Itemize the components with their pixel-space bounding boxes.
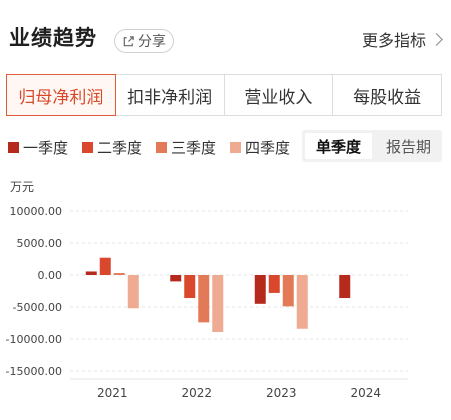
legend-item-q2: 二季度 [82,137,142,158]
legend-swatch [82,142,94,153]
share-label: 分享 [138,34,166,50]
chart-legend: 一季度 二季度 三季度 四季度 [8,137,290,158]
legend-label: 一季度 [23,139,69,157]
legend-swatch [156,142,168,153]
bar [127,275,139,309]
y-tick-label: -10000.00 [6,333,62,346]
more-indicators-link[interactable]: 更多指标 [361,27,443,51]
bar [296,275,308,329]
y-tick-label: 5000.00 [17,237,63,250]
legend-swatch [8,142,19,153]
bar [282,275,294,307]
period-toggle: 单季度 报告期 [302,130,442,162]
legend-label: 四季度 [245,139,291,157]
bar [85,271,97,275]
x-tick-label: 2021 [97,386,128,400]
y-axis-unit: 万元 [10,180,35,194]
bar [268,275,280,293]
y-tick-label: 10000.00 [10,205,63,218]
x-tick-label: 2024 [350,386,381,400]
tab-deducted-net-profit[interactable]: 扣非净利润 [116,75,225,115]
header: 业绩趋势 分享 更多指标 [0,0,451,70]
legend-label: 三季度 [171,139,217,157]
bar [99,257,111,275]
x-tick-label: 2022 [181,386,212,400]
bar-chart: 10000.00 5000.00 0.00 -5000.00 -10000.00 -150… [6,205,408,400]
y-tick-label: 0.00 [38,269,63,282]
tab-net-profit[interactable]: 归母净利润 [6,74,116,116]
y-tick-label: -5000.00 [13,301,62,314]
bar [212,275,224,332]
x-tick-label: 2023 [266,386,297,400]
legend-item-q3: 三季度 [156,137,216,158]
tab-revenue[interactable]: 营业收入 [225,75,334,115]
legend-label: 二季度 [97,139,143,157]
legend-item-q4: 四季度 [230,137,290,158]
legend-swatch [230,142,242,153]
bar [184,275,196,299]
bar [198,275,210,323]
bar [170,275,182,282]
legend-item-q1: 一季度 [8,137,68,158]
bar [339,275,351,299]
metric-tabs: 归母净利润 扣非净利润 营业收入 每股收益 [6,74,442,116]
y-tick-label: -15000.00 [6,365,62,378]
period-option-quarterly[interactable]: 单季度 [305,133,372,159]
share-icon [123,35,134,46]
more-label: 更多指标 [361,31,426,50]
tab-eps[interactable]: 每股收益 [353,87,422,108]
section-title: 业绩趋势 [9,26,97,50]
period-option-report[interactable]: 报告期 [385,137,431,156]
bar [113,273,125,275]
bar [254,275,266,304]
chevron-right-icon [430,33,443,46]
share-button[interactable]: 分享 [114,29,174,53]
